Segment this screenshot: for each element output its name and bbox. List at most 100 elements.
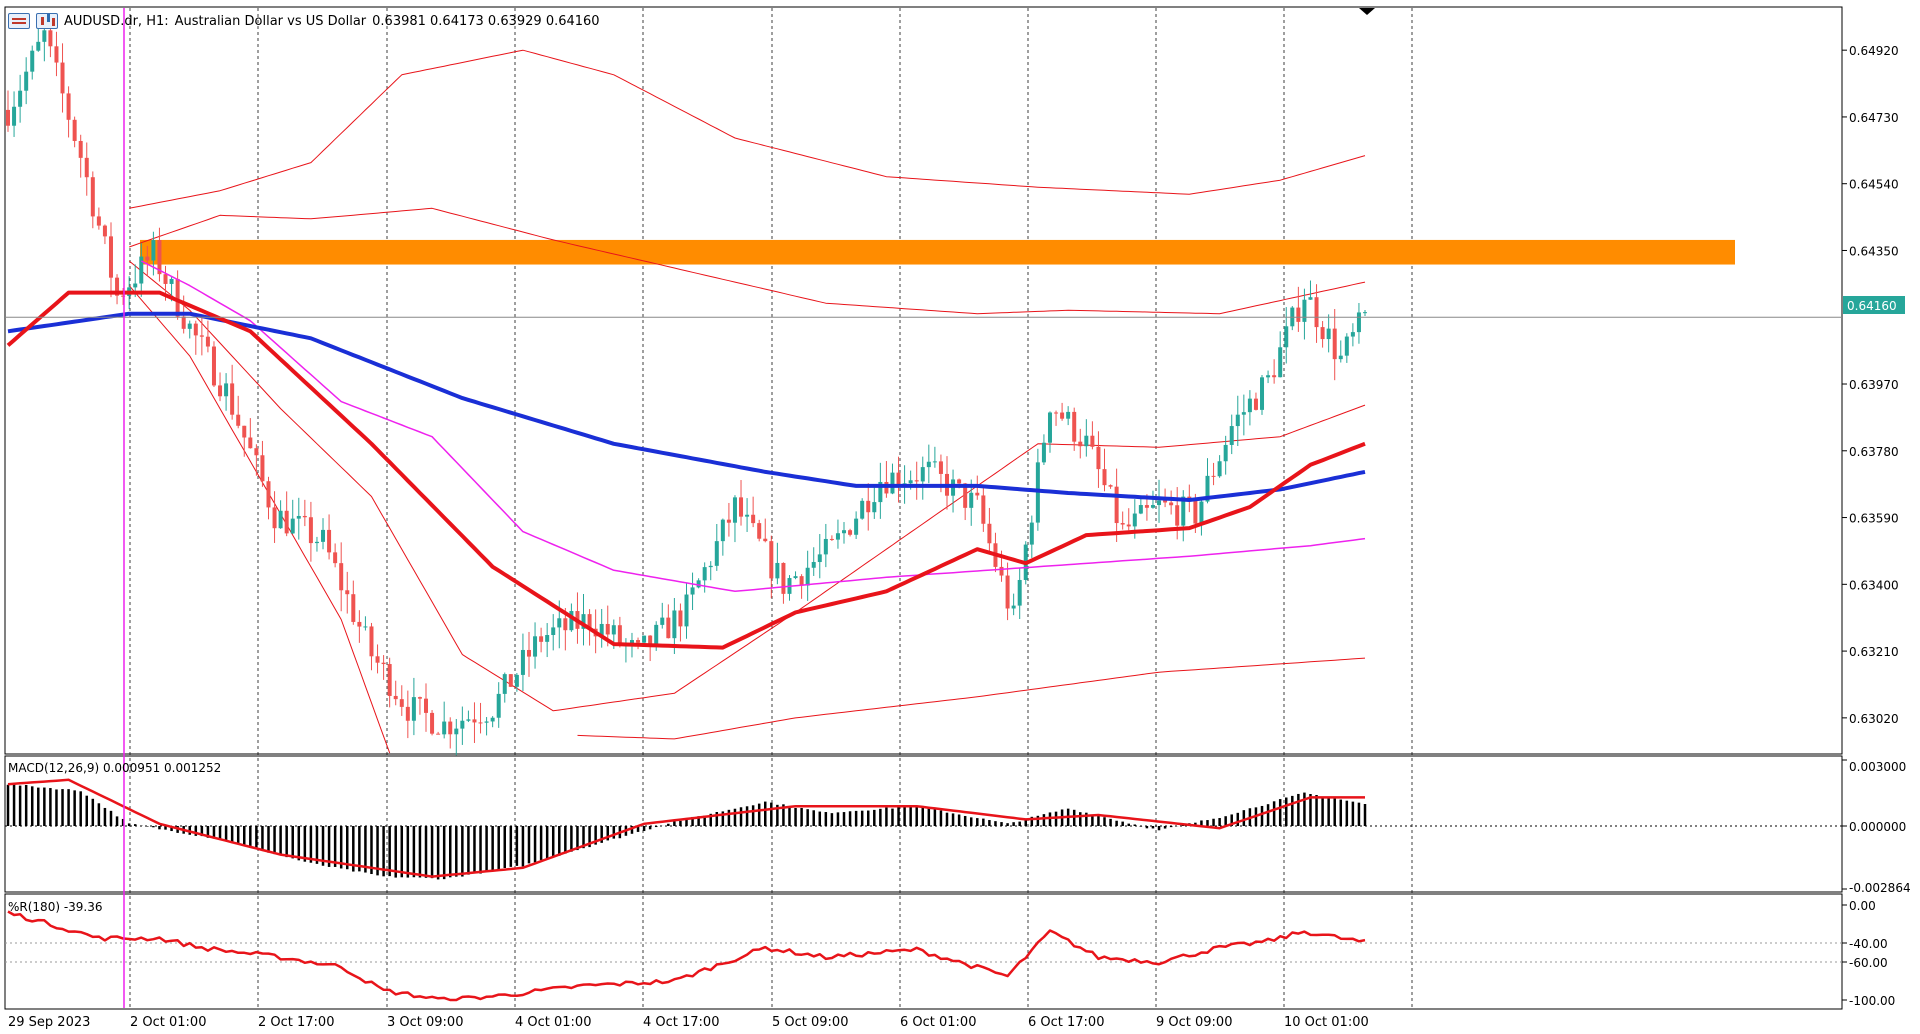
candle-body-80 bbox=[490, 717, 495, 722]
candle-body-217 bbox=[1320, 327, 1325, 340]
candle-body-204 bbox=[1241, 412, 1246, 415]
candle-body-141 bbox=[860, 500, 865, 519]
candle-body-13 bbox=[84, 157, 89, 178]
candle-body-161 bbox=[981, 495, 986, 524]
candle-body-51 bbox=[314, 541, 319, 544]
time-label-4: 4 Oct 01:00 bbox=[515, 1015, 591, 1030]
chart-type-icon[interactable] bbox=[36, 13, 58, 29]
candle-body-120 bbox=[732, 497, 737, 523]
candle-body-23 bbox=[145, 256, 150, 261]
candle-body-188 bbox=[1144, 505, 1149, 508]
candle-body-17 bbox=[108, 236, 113, 278]
band-inner-lower bbox=[128, 260, 1366, 712]
candle-body-135 bbox=[823, 538, 828, 555]
macd-tick-label-2: -0.002864 bbox=[1849, 881, 1911, 895]
wr-tick-label-2: -60.00 bbox=[1849, 956, 1888, 970]
candle-body-31 bbox=[193, 323, 198, 336]
candle-body-9 bbox=[60, 62, 65, 94]
time-label-9: 9 Oct 09:00 bbox=[1156, 1015, 1232, 1030]
candle-body-112 bbox=[684, 594, 689, 627]
candle-body-18 bbox=[115, 277, 120, 296]
candle-body-140 bbox=[854, 518, 859, 535]
candle-body-137 bbox=[835, 533, 840, 540]
candle-body-181 bbox=[1102, 469, 1107, 486]
candle-body-101 bbox=[617, 625, 622, 644]
candle-body-99 bbox=[605, 623, 610, 635]
candle-body-187 bbox=[1138, 505, 1143, 514]
chart-shift-marker[interactable] bbox=[1359, 8, 1375, 15]
candle-body-142 bbox=[866, 500, 871, 513]
candle-body-72 bbox=[442, 721, 447, 735]
candle-body-143 bbox=[872, 502, 877, 513]
band-outer-lower bbox=[128, 285, 391, 754]
candle-body-171 bbox=[1041, 442, 1046, 463]
candle-body-91 bbox=[557, 618, 562, 628]
time-label-2: 2 Oct 17:00 bbox=[258, 1015, 334, 1030]
candle-body-107 bbox=[654, 624, 659, 647]
ohlc-label: 0.63981 0.64173 0.63929 0.64160 bbox=[372, 13, 600, 29]
candle-body-162 bbox=[987, 523, 992, 544]
candle-body-5 bbox=[36, 41, 41, 51]
candle-body-64 bbox=[393, 695, 398, 700]
candle-body-33 bbox=[205, 336, 210, 347]
price-tick-label-3: 0.64350 bbox=[1849, 244, 1899, 258]
candle-body-12 bbox=[78, 140, 83, 158]
candle-body-201 bbox=[1223, 444, 1228, 462]
candle-body-59 bbox=[363, 626, 368, 628]
candle-body-220 bbox=[1338, 355, 1343, 360]
candle-body-215 bbox=[1308, 297, 1313, 300]
candle-body-95 bbox=[581, 614, 586, 629]
candle-body-70 bbox=[430, 712, 435, 734]
candle-body-62 bbox=[381, 662, 386, 665]
candle-body-76 bbox=[466, 719, 471, 721]
candle-body-34 bbox=[211, 346, 216, 386]
candle-body-133 bbox=[811, 562, 816, 568]
macd-tick-label-1: 0.000000 bbox=[1849, 820, 1906, 834]
candle-body-205 bbox=[1247, 398, 1252, 413]
candle-body-193 bbox=[1175, 505, 1180, 526]
resistance-zone bbox=[140, 239, 1735, 265]
candle-body-69 bbox=[424, 698, 429, 713]
candle-body-63 bbox=[387, 664, 392, 696]
candle-body-39 bbox=[242, 425, 247, 438]
time-axis: 29 Sep 2023 2 Oct 01:00 2 Oct 17:00 3 Oct 0… bbox=[8, 1015, 1369, 1030]
candle-body-207 bbox=[1260, 377, 1265, 410]
candle-body-206 bbox=[1253, 398, 1258, 410]
candle-body-3 bbox=[24, 71, 29, 91]
candle-body-30 bbox=[187, 323, 192, 329]
candle-body-191 bbox=[1163, 500, 1168, 503]
chart-window-icon[interactable] bbox=[8, 13, 30, 29]
candle-body-119 bbox=[726, 519, 731, 523]
band-low bbox=[577, 657, 1366, 740]
price-tick-label-2: 0.64540 bbox=[1849, 178, 1899, 192]
candles bbox=[6, 20, 1367, 756]
time-label-7: 6 Oct 01:00 bbox=[900, 1015, 976, 1030]
candle-body-174 bbox=[1060, 412, 1065, 419]
candle-body-180 bbox=[1096, 446, 1101, 470]
candle-body-15 bbox=[96, 216, 101, 226]
candle-body-189 bbox=[1150, 505, 1155, 508]
symbol-label: AUDUSD.dr, H1: bbox=[64, 13, 169, 29]
candle-body-197 bbox=[1199, 501, 1204, 524]
candle-body-185 bbox=[1126, 524, 1131, 527]
main-panel-frame bbox=[4, 6, 1843, 755]
price-tick-label-0: 0.64920 bbox=[1849, 44, 1899, 58]
price-tick-label-4: 0.63970 bbox=[1849, 378, 1899, 392]
candle-body-81 bbox=[496, 693, 501, 718]
candle-body-73 bbox=[448, 721, 453, 735]
candle-body-128 bbox=[781, 562, 786, 594]
candle-body-124 bbox=[757, 523, 762, 539]
candle-body-46 bbox=[284, 510, 289, 534]
candle-body-113 bbox=[690, 587, 695, 595]
candle-body-16 bbox=[102, 225, 107, 237]
candle-body-22 bbox=[139, 256, 144, 284]
candle-body-216 bbox=[1314, 297, 1319, 328]
candle-body-27 bbox=[169, 278, 174, 284]
candle-body-21 bbox=[133, 283, 138, 288]
candle-body-159 bbox=[969, 492, 974, 508]
candle-body-19 bbox=[121, 295, 126, 297]
macd-signal-line bbox=[7, 778, 1365, 878]
candle-body-150 bbox=[914, 480, 919, 482]
wr-tick-label-3: -100.00 bbox=[1849, 994, 1895, 1008]
